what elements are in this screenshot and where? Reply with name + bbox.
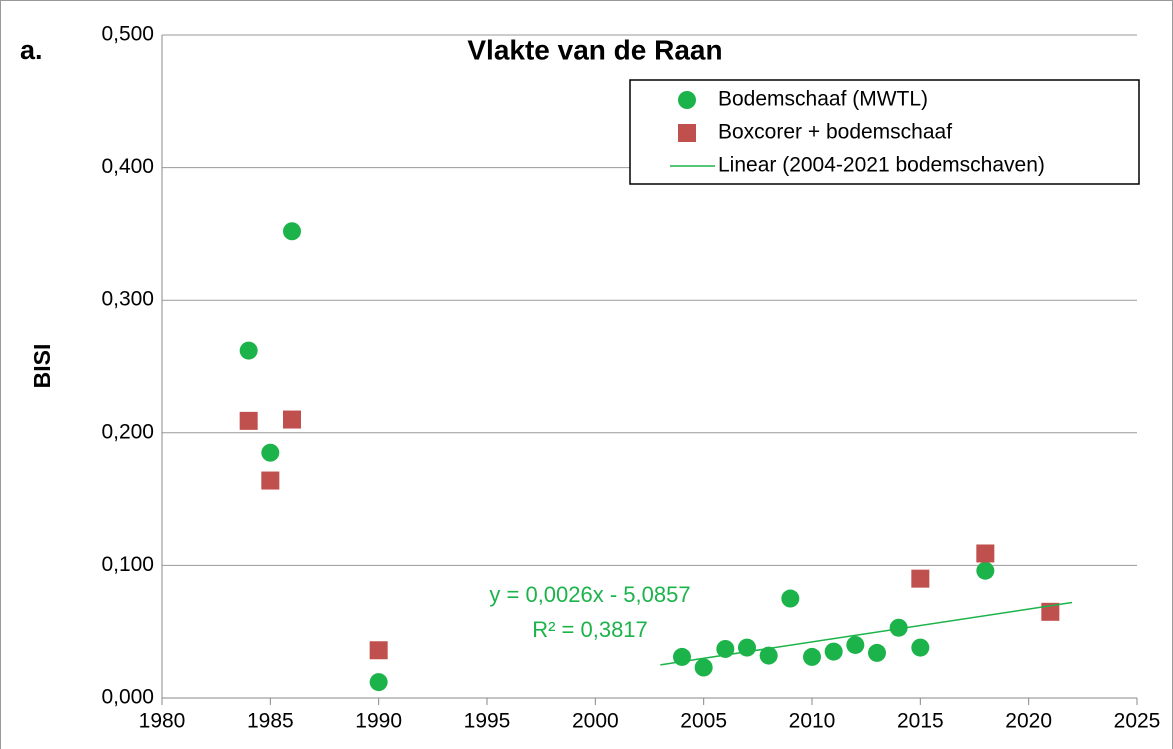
- point: [261, 471, 280, 490]
- point: [911, 638, 930, 657]
- legend-label: Linear (2004-2021 bodemschaven): [718, 154, 1045, 177]
- trend-r2: R² = 0,3817: [532, 617, 648, 642]
- point: [738, 638, 756, 657]
- trend-line: [660, 601, 1073, 666]
- x-tick-label: 1995: [464, 710, 511, 733]
- point: [283, 222, 301, 241]
- x-tick-label: 2020: [1005, 710, 1052, 733]
- point: [911, 569, 930, 588]
- x-tick-label: 2000: [572, 710, 619, 733]
- point: [716, 639, 735, 658]
- x-tick-label: 2010: [789, 710, 836, 733]
- x-tick-label: 2015: [897, 710, 944, 733]
- point: [846, 635, 865, 654]
- y-tick-label: 0,000: [101, 686, 154, 709]
- point: [694, 658, 713, 677]
- point: [283, 410, 301, 429]
- point: [976, 561, 995, 580]
- legend-label: Bodemschaaf (MWTL): [718, 88, 928, 111]
- x-tick-label: 2005: [680, 710, 727, 733]
- legend-marker: [678, 124, 696, 142]
- point: [803, 647, 821, 666]
- y-tick-label: 0,100: [101, 553, 154, 576]
- panel-label: a.: [20, 35, 43, 65]
- y-tick-label: 0,400: [101, 155, 154, 178]
- x-tick-label: 2025: [1114, 710, 1161, 733]
- point: [1041, 602, 1060, 621]
- x-tick-label: 1985: [247, 710, 294, 733]
- point: [369, 673, 388, 692]
- point: [781, 589, 800, 608]
- trend-equation: y = 0,0026x - 5,0857: [489, 582, 690, 607]
- point: [824, 642, 843, 661]
- legend-label: Boxcorer + bodemschaaf: [718, 121, 952, 144]
- point: [759, 646, 778, 665]
- point: [261, 443, 280, 462]
- x-tick-label: 1980: [139, 710, 186, 733]
- point: [239, 341, 258, 360]
- point: [889, 618, 908, 637]
- y-tick-label: 0,200: [101, 420, 154, 443]
- chart-title: Vlakte van de Raan: [467, 34, 722, 65]
- y-tick-label: 0,500: [101, 23, 154, 46]
- y-axis-label: BISI: [29, 344, 55, 389]
- y-tick-label: 0,300: [101, 288, 154, 311]
- legend-marker: [678, 91, 696, 109]
- point: [976, 544, 995, 563]
- point: [868, 643, 886, 662]
- point: [369, 641, 388, 660]
- x-tick-label: 1990: [355, 710, 402, 733]
- point: [239, 411, 258, 430]
